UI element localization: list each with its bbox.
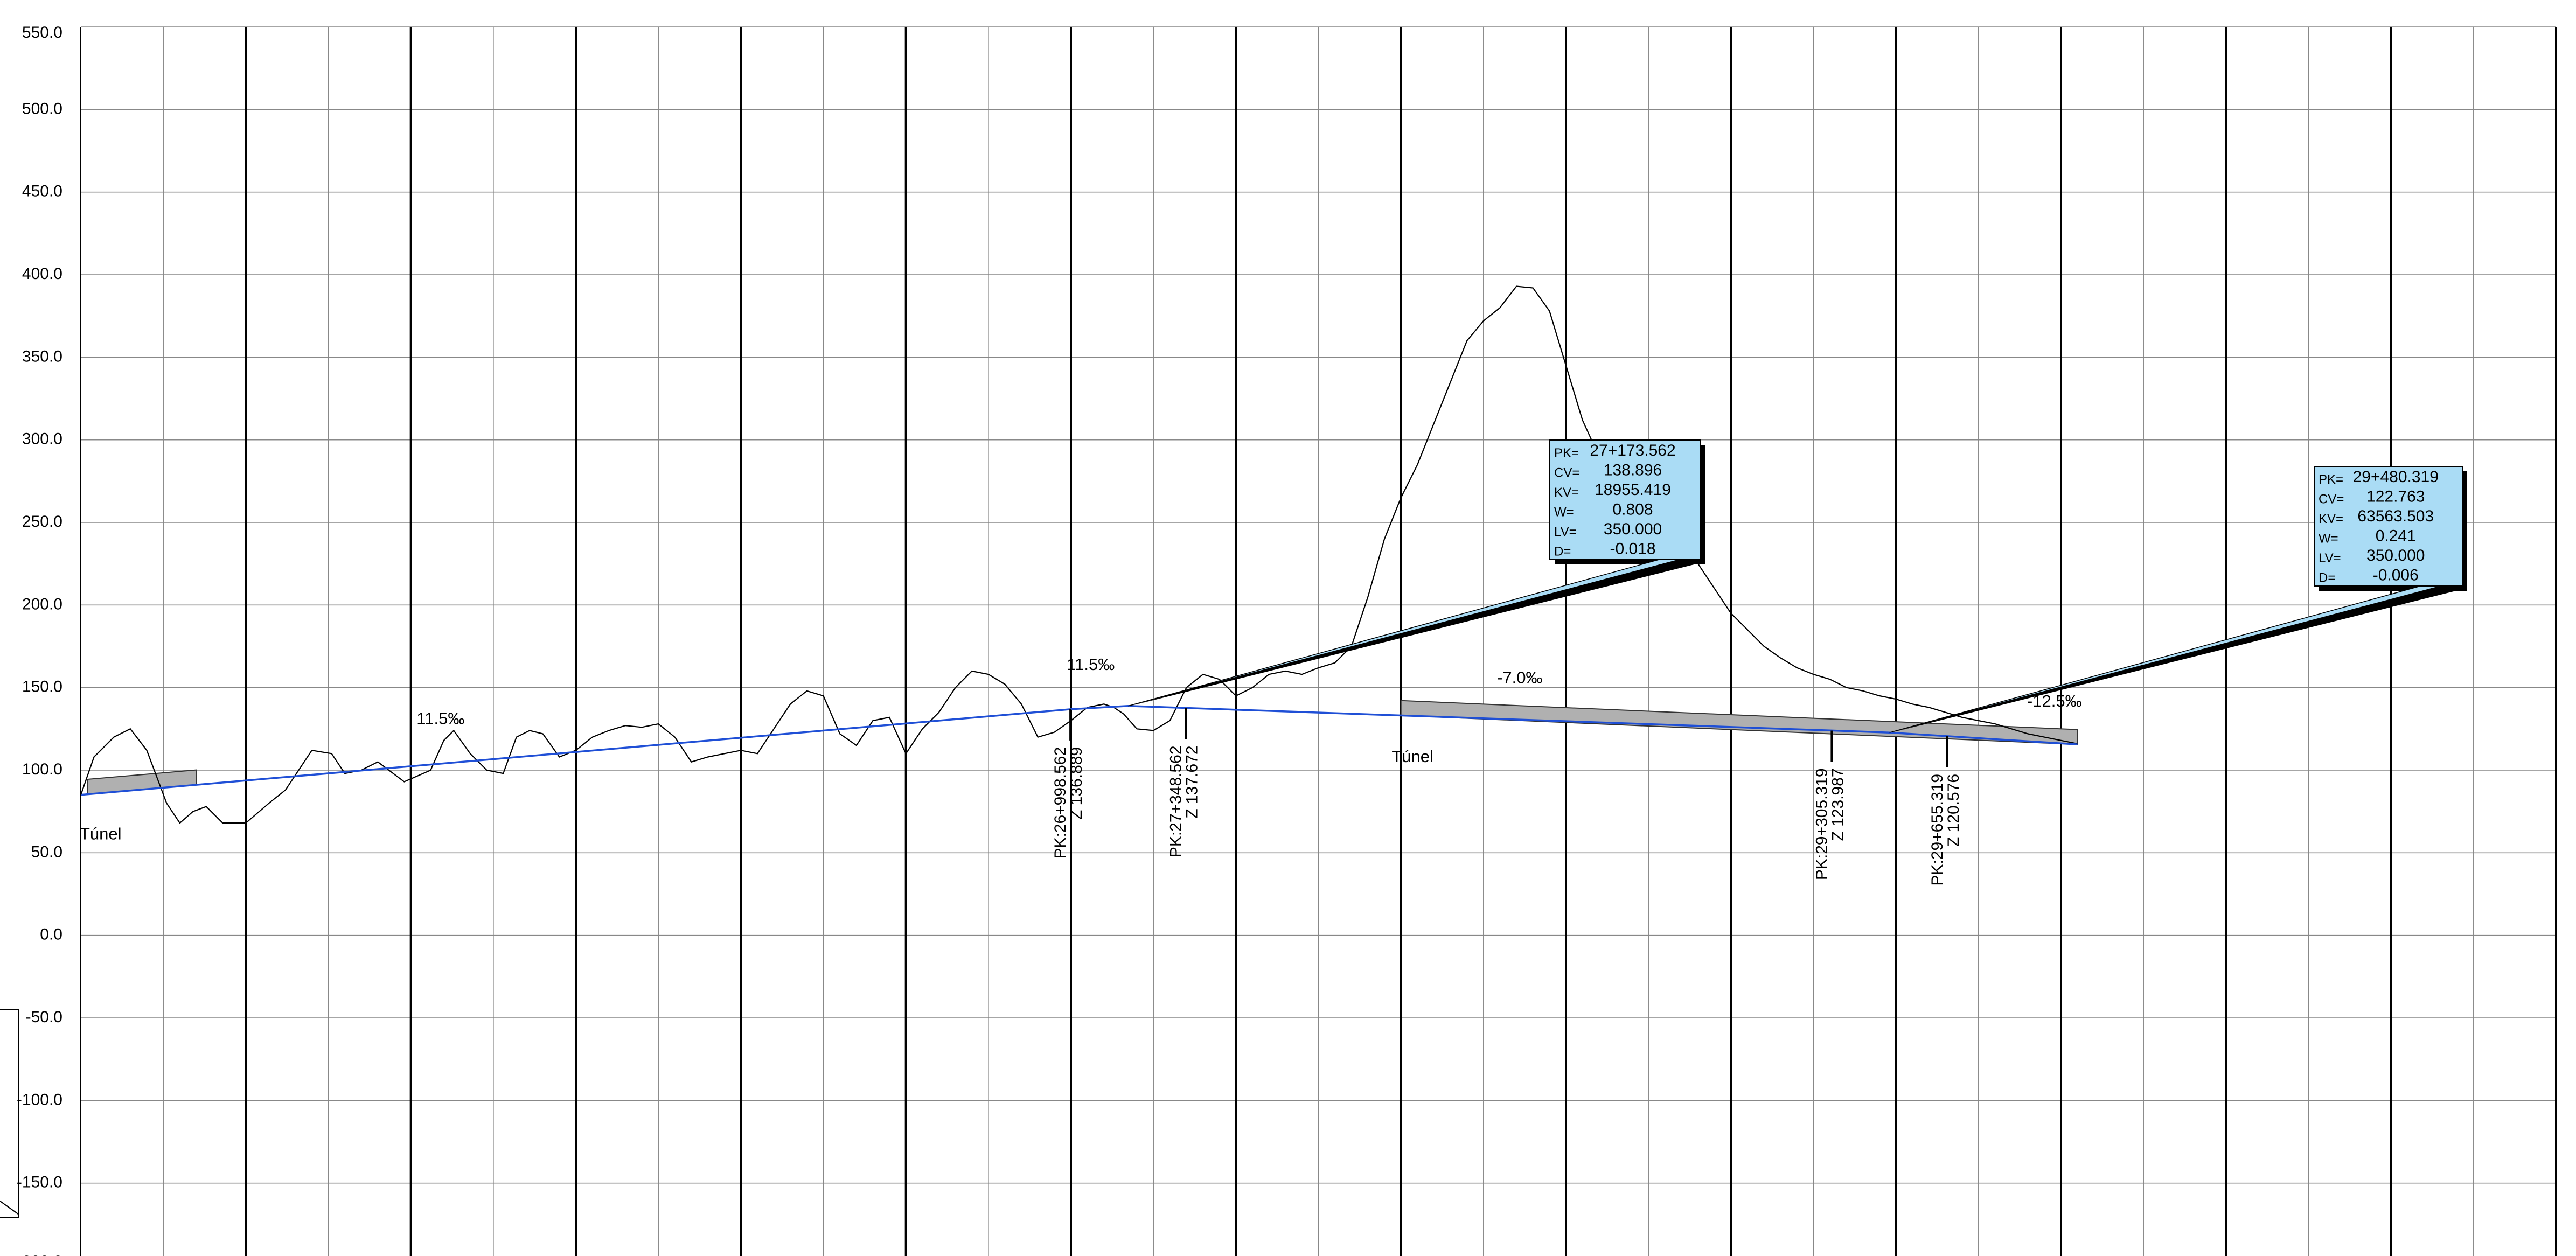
- y-tick-label: 150.0: [22, 678, 62, 696]
- callout-key: KV=: [2319, 512, 2343, 526]
- callout-key: W=: [1554, 505, 1574, 520]
- callout-key: D=: [1554, 545, 1571, 559]
- slope-label: 11.5‰: [416, 709, 464, 728]
- callout-pointer: [1128, 558, 1684, 707]
- callout-key: D=: [2319, 571, 2335, 585]
- station-z: Z 120.576: [1945, 774, 1962, 847]
- callout-value: -0.006: [2373, 567, 2419, 584]
- y-tick-label: 300.0: [22, 430, 62, 448]
- callout-value: 18955.419: [1595, 481, 1671, 499]
- y-tick-label: 100.0: [22, 760, 62, 778]
- callout-value: 63563.503: [2357, 507, 2434, 525]
- callout-key: LV=: [1554, 525, 1577, 539]
- left-box-outline: [0, 1009, 19, 1218]
- slope-label: -7.0‰: [1497, 668, 1542, 687]
- y-tick-label: -200.0: [17, 1253, 62, 1256]
- vertical-curve-callouts: PK= 27+173.562 CV= 138.896 KV= 18955.419 W= 0.8…: [1128, 439, 2467, 733]
- y-axis-ticks: 550.0 500.0 450.0 400.0 350.0 300.0 250.0 200.0…: [17, 24, 62, 1256]
- terrain-series: [80, 285, 2078, 824]
- callout-key: W=: [2319, 532, 2338, 546]
- station-z: Z 137.672: [1183, 745, 1201, 818]
- y-tick-label: 350.0: [22, 347, 62, 365]
- station-z: Z 123.987: [1829, 768, 1847, 841]
- tunnel-label: Túnel: [1391, 747, 1433, 766]
- callout-value: 122.763: [2366, 488, 2425, 506]
- tunnel-label: Túnel: [80, 824, 122, 843]
- callout-value: 29+480.319: [2353, 468, 2439, 486]
- left-box-diagonal: [0, 1201, 19, 1215]
- y-tick-label: 450.0: [22, 183, 62, 200]
- callout-key: PK=: [2319, 472, 2343, 487]
- callout-box: [1549, 439, 1701, 560]
- callout-key: LV=: [2319, 551, 2341, 566]
- y-tick-label: -150.0: [17, 1174, 62, 1191]
- y-tick-label: 550.0: [22, 24, 62, 41]
- vertical-curve-callout: PK= 27+173.562 CV= 138.896 KV= 18955.419 W= 0.8…: [1128, 439, 1705, 707]
- y-tick-label: 250.0: [22, 513, 62, 531]
- callout-pointer-shadow: [1891, 585, 2456, 733]
- y-tick-label: -100.0: [17, 1091, 62, 1108]
- terrain-line: [80, 285, 2078, 824]
- y-tick-label: 400.0: [22, 265, 62, 283]
- station-pk: PK:29+305.319: [1813, 768, 1830, 880]
- callout-value: -0.018: [1610, 540, 1655, 558]
- vertical-curve-callout: PK= 29+480.319 CV= 122.763 KV= 63563.503 W= 0.2…: [1889, 466, 2467, 733]
- tunnel-band: [87, 769, 197, 795]
- callout-value: 350.000: [1604, 520, 1662, 538]
- callout-key: CV=: [2319, 492, 2344, 507]
- callout-value: 350.000: [2366, 547, 2425, 564]
- station-pk: PK:29+655.319: [1928, 774, 1946, 886]
- rasante-series: [80, 704, 2078, 796]
- y-tick-label: 200.0: [22, 595, 62, 613]
- callout-value: 0.241: [2376, 527, 2416, 545]
- callout-key: KV=: [1554, 485, 1579, 500]
- callout-value: 138.896: [1604, 462, 1662, 479]
- callout-value: 27+173.562: [1590, 442, 1675, 459]
- y-tick-label: 50.0: [31, 843, 62, 861]
- slope-label: 11.5‰: [1067, 655, 1115, 674]
- station-pk: PK:26+998.562: [1052, 747, 1069, 859]
- callout-key: CV=: [1554, 466, 1579, 480]
- rasante-line: [80, 704, 2078, 796]
- y-tick-label: 0.0: [40, 926, 62, 944]
- left-edge-box: [0, 1009, 19, 1218]
- callout-pointer: [1889, 584, 2446, 733]
- callout-key: PK=: [1554, 446, 1579, 460]
- station-z: Z 136.889: [1068, 747, 1085, 820]
- callout-box: [2314, 466, 2463, 587]
- grid: [80, 26, 2557, 1256]
- y-tick-label: -50.0: [26, 1008, 62, 1026]
- y-tick-label: 500.0: [22, 100, 62, 117]
- callout-value: 0.808: [1612, 501, 1653, 519]
- station-pk: PK:27+348.562: [1167, 745, 1185, 857]
- callout-pointer-shadow: [1130, 559, 1694, 706]
